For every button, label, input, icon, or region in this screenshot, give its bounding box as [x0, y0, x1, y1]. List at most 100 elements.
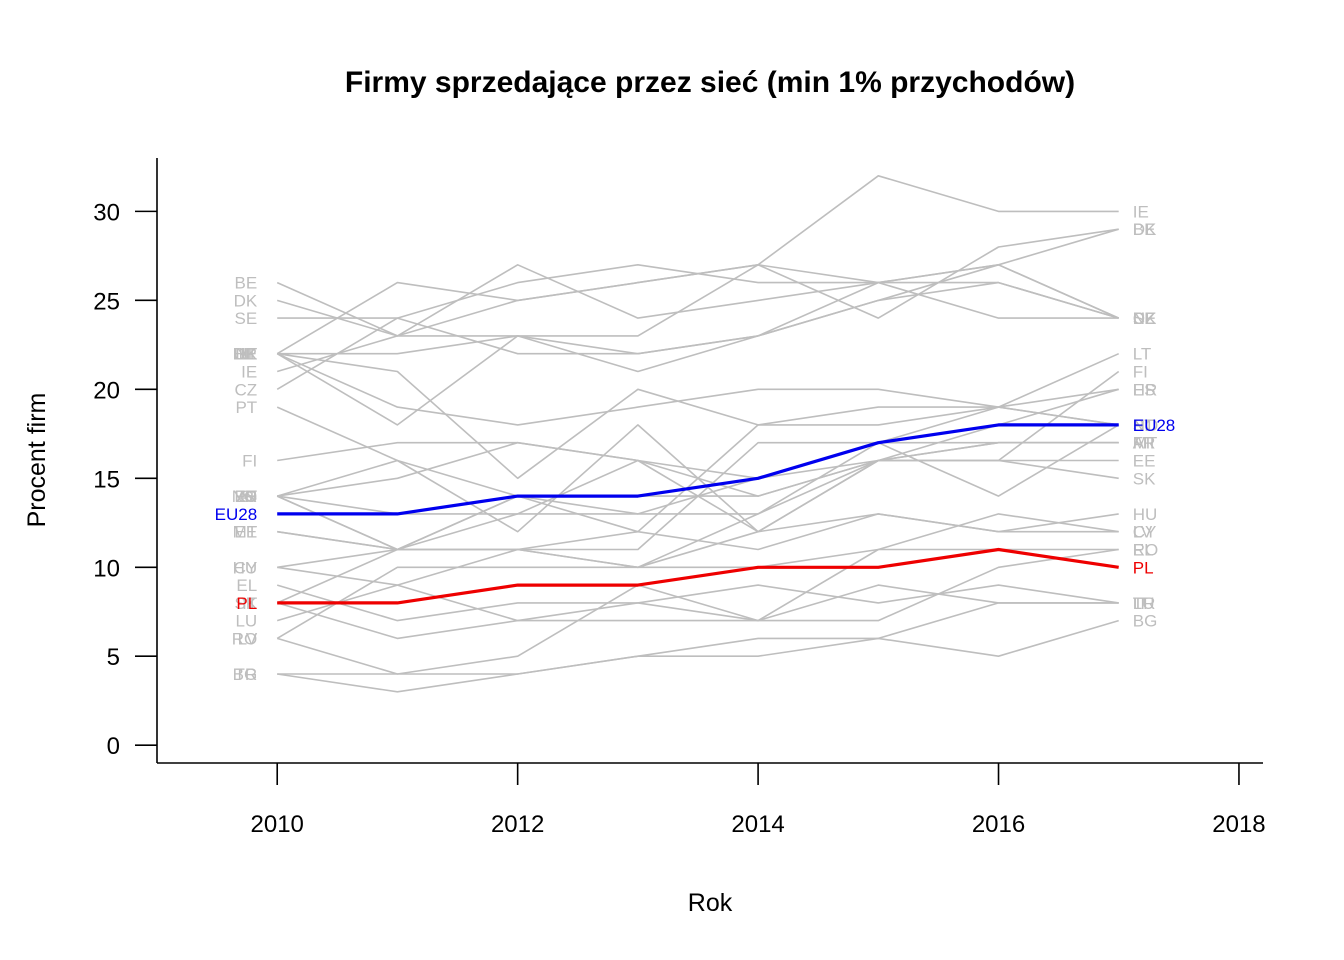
y-axis-title: Procent firm [23, 393, 51, 528]
series-label-start-no: NO [232, 487, 258, 506]
series-label-start-cz: CZ [235, 380, 258, 399]
series-line-tr [277, 602, 1119, 693]
series-label-end-hr: HR [1133, 380, 1158, 399]
series-label-start-sk: SK [235, 594, 258, 613]
series-line-eu28 [277, 423, 1119, 516]
series-label-start-hu: HU [233, 558, 258, 577]
series-label-end-eu28: EU28 [1133, 416, 1176, 435]
series-label-start-hr: HR [233, 345, 258, 364]
series-label-start-it: IT [242, 594, 257, 613]
series-label-start-nl: NL [235, 345, 257, 364]
series-label-end-it: IT [1133, 594, 1148, 613]
series-label-end-cz: CZ [1133, 309, 1156, 328]
series-label-end-hu: HU [1133, 505, 1158, 524]
series-label-start-si: SI [241, 487, 257, 506]
series-label-end-ee: EE [1133, 452, 1156, 471]
series-line-ro [276, 548, 1119, 675]
series-label-end-nl: NL [1133, 309, 1155, 328]
series-label-end-cy: CY [1133, 523, 1157, 542]
y-tick-label: 0 [107, 733, 120, 760]
y-tick-label: 20 [93, 377, 120, 404]
series-label-start-fi: FI [242, 452, 257, 471]
series-label-end-no: NO [1133, 416, 1159, 435]
series-label-start-ro: RO [232, 629, 258, 648]
series-label-end-pt: PT [1133, 416, 1155, 435]
y-tick-label: 5 [107, 644, 120, 671]
series-label-start-pt: PT [235, 398, 257, 417]
series-label-start-tr: TR [235, 665, 258, 684]
background-series [276, 175, 1120, 693]
series-label-start-dk: DK [234, 291, 258, 310]
series-line-de [277, 263, 1120, 373]
series-line-lt [277, 352, 1120, 480]
x-tick-label: 2016 [972, 811, 1025, 838]
y-tick-label: 15 [93, 466, 120, 493]
series-label-start-es: ES [235, 487, 258, 506]
series-label-end-uk: UK [1133, 309, 1157, 328]
series-label-end-lu: LU [1133, 594, 1155, 613]
x-axis-title: Rok [688, 889, 733, 917]
series-label-start-eu28: EU28 [215, 505, 258, 524]
series-label-end-at: AT [1133, 434, 1153, 453]
x-tick-label: 2012 [491, 811, 544, 838]
x-tick-label: 2010 [251, 811, 304, 838]
series-label-start-lu: LU [235, 612, 257, 631]
series-line-pl [277, 547, 1119, 605]
series-label-end-mt: MT [1133, 434, 1158, 453]
chart-title: Firmy sprzedające przez sieć (min 1% prz… [345, 66, 1075, 99]
series-line-it [276, 584, 1119, 640]
series-label-end-si: SI [1133, 416, 1149, 435]
series-label-start-mt: MT [233, 523, 258, 542]
series-line-lu [276, 584, 1119, 622]
series-line-ee [277, 459, 1119, 551]
series-label-start-se: SE [235, 309, 258, 328]
series-label-end-bg: BG [1133, 612, 1158, 631]
series-label-end-ie: IE [1133, 202, 1149, 221]
series-label-start-lv: LV [238, 629, 258, 648]
series-label-end-fi: FI [1133, 363, 1148, 382]
series-label-end-el: EL [1133, 540, 1154, 559]
series-label-start-be: BE [235, 274, 258, 293]
series-label-end-fr: FR [1133, 434, 1156, 453]
series-label-end-dk: DK [1133, 220, 1157, 239]
series-line-lv [276, 513, 1119, 640]
y-tick-label: 30 [93, 199, 120, 226]
series-line-cz [276, 263, 1120, 390]
series-label-start-uk: UK [234, 345, 258, 364]
axes: 0 5 10 15 20 25 30 2010 2012 2014 2016 2018 [93, 158, 1266, 838]
series-label-start-lt: LT [239, 345, 258, 364]
series-line-sk [276, 459, 1119, 604]
series-label-end-lv: LV [1133, 523, 1153, 542]
series-line-cy [277, 513, 1119, 586]
series-line-fr [276, 424, 1119, 533]
series-label-start-bg: BG [233, 665, 258, 684]
x-tick-label: 2014 [731, 811, 784, 838]
series-line-bg [277, 619, 1119, 675]
series-label-end-es: ES [1133, 380, 1156, 399]
series-label-start-cy: CY [234, 558, 258, 577]
series-label-end-sk: SK [1133, 469, 1156, 488]
series-label-end-ro: RO [1133, 540, 1159, 559]
series-label-start-at: AT [237, 487, 257, 506]
y-tick-label: 10 [93, 555, 120, 582]
series-label-end-be: BE [1133, 220, 1156, 239]
series-line-el [276, 548, 1119, 622]
series-label-start-el: EL [236, 576, 257, 595]
y-tick-label: 25 [93, 288, 120, 315]
series-label-start-ee: EE [235, 523, 258, 542]
series-line-se [277, 263, 1119, 319]
series-label-start-ie: IE [241, 363, 257, 382]
highlight-series [277, 423, 1119, 605]
series-label-start-de: DE [234, 345, 258, 364]
series-label-end-se: SE [1133, 309, 1156, 328]
series-label-end-de: DE [1133, 309, 1157, 328]
series-label-end-lt: LT [1133, 345, 1152, 364]
series-line-ie [276, 175, 1119, 373]
series-label-start-fr: FR [235, 487, 258, 506]
series-label-end-tr: TR [1133, 594, 1156, 613]
series-line-nl [276, 263, 1119, 355]
x-tick-label: 2018 [1212, 811, 1265, 838]
series-label-start-pl: PL [236, 594, 257, 613]
